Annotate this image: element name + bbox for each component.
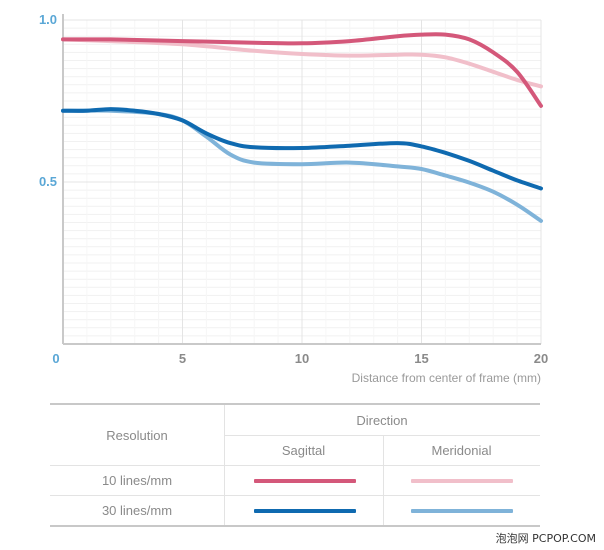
legend-divider-mid: [383, 435, 384, 525]
x-tick-label-20: 20: [534, 351, 548, 366]
x-tick-label-15: 15: [414, 351, 428, 366]
legend-table: Resolution Direction Sagittal Meridonial…: [50, 403, 540, 527]
swatch-meridional-10: [411, 479, 513, 483]
series-layer: [61, 32, 543, 223]
grid-major: [63, 19, 542, 344]
axes: [62, 14, 541, 345]
series-line-1: [61, 37, 543, 89]
series-line-2: [61, 107, 543, 191]
legend-direction-header: Direction: [356, 412, 408, 428]
swatch-meridional-30: [411, 509, 513, 513]
y-tick-label-0: 1.0: [39, 12, 57, 27]
swatch-sagittal-10: [254, 479, 356, 483]
legend-divider-direction: [224, 435, 540, 436]
x-tick-label-0: 0: [52, 351, 59, 366]
legend-divider-header: [50, 465, 540, 466]
swatch-sagittal-30: [254, 509, 356, 513]
x-tick-label-5: 5: [179, 351, 186, 366]
y-tick-label-1: 0.5: [39, 174, 57, 189]
legend-row-10-label: 10 lines/mm: [101, 472, 173, 488]
tick-labels: 0 5 10 15 20 1.0 0.5: [39, 12, 548, 366]
legend-resolution-header: Resolution: [106, 427, 168, 443]
legend-divider-row: [50, 495, 540, 496]
watermark: 泡泡网 PCPOP.COM: [495, 532, 596, 545]
legend-row-30-label: 30 lines/mm: [101, 502, 173, 518]
series-line-0: [61, 32, 543, 108]
x-tick-label-10: 10: [295, 351, 309, 366]
x-axis-label: Distance from center of frame (mm): [352, 371, 541, 385]
legend-meridional-header: Meridonial: [431, 442, 492, 458]
mtf-chart: 0 5 10 15 20 1.0 0.5 Distance from center of f…: [39, 12, 548, 385]
legend-sagittal-header: Sagittal: [281, 442, 326, 458]
